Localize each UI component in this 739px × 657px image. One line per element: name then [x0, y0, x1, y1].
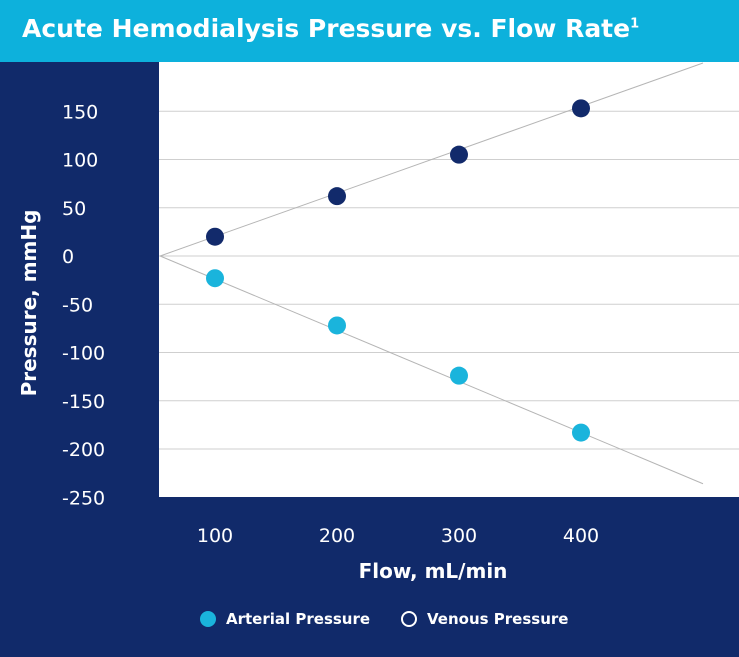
trendline — [159, 255, 704, 485]
title-footnote-marker: 1 — [630, 16, 640, 32]
arterial-point — [572, 423, 590, 442]
y-tick-label: -250 — [62, 487, 105, 509]
data-points — [206, 99, 590, 442]
y-axis-ticks: 150 100 50 0 -50 -100 -150 -200 -250 — [62, 101, 105, 509]
x-tick-label: 300 — [441, 525, 477, 547]
y-tick-label: -150 — [62, 391, 105, 413]
legend-swatch-venous — [401, 611, 417, 627]
chart-title: Acute Hemodialysis Pressure vs. Flow Rat… — [22, 14, 639, 43]
y-axis-label: Pressure, mmHg — [17, 210, 41, 397]
venous-point — [572, 99, 590, 118]
legend: Arterial Pressure Venous Pressure — [0, 610, 739, 640]
plot-area — [159, 62, 739, 497]
arterial-point — [206, 269, 224, 288]
venous-point — [328, 187, 346, 206]
arterial-point — [328, 316, 346, 335]
legend-label-venous: Venous Pressure — [427, 610, 569, 628]
x-tick-label: 100 — [197, 525, 233, 547]
y-tick-label: 150 — [62, 101, 98, 123]
legend-item-venous: Venous Pressure — [401, 610, 568, 628]
y-tick-label: -200 — [62, 439, 105, 461]
trendline — [159, 62, 704, 257]
venous-point — [206, 227, 224, 246]
legend-swatch-arterial — [200, 611, 216, 627]
venous-point — [450, 145, 468, 164]
gridlines — [159, 110, 739, 450]
y-tick-label: -100 — [62, 343, 105, 365]
x-tick-label: 400 — [563, 525, 599, 547]
title-banner: Acute Hemodialysis Pressure vs. Flow Rat… — [0, 0, 739, 62]
trendlines — [159, 62, 704, 485]
arterial-point — [450, 366, 468, 385]
y-tick-label: 50 — [62, 198, 86, 220]
x-axis-label: Flow, mL/min — [359, 559, 508, 583]
y-tick-label: 100 — [62, 150, 98, 172]
chart-title-text: Acute Hemodialysis Pressure vs. Flow Rat… — [22, 14, 631, 43]
x-axis-ticks: 100 200 300 400 — [197, 525, 599, 547]
y-tick-label: 0 — [62, 246, 74, 268]
y-tick-label: -50 — [62, 294, 93, 316]
x-tick-label: 200 — [319, 525, 355, 547]
legend-item-arterial: Arterial Pressure — [200, 610, 370, 628]
legend-label-arterial: Arterial Pressure — [226, 610, 371, 628]
